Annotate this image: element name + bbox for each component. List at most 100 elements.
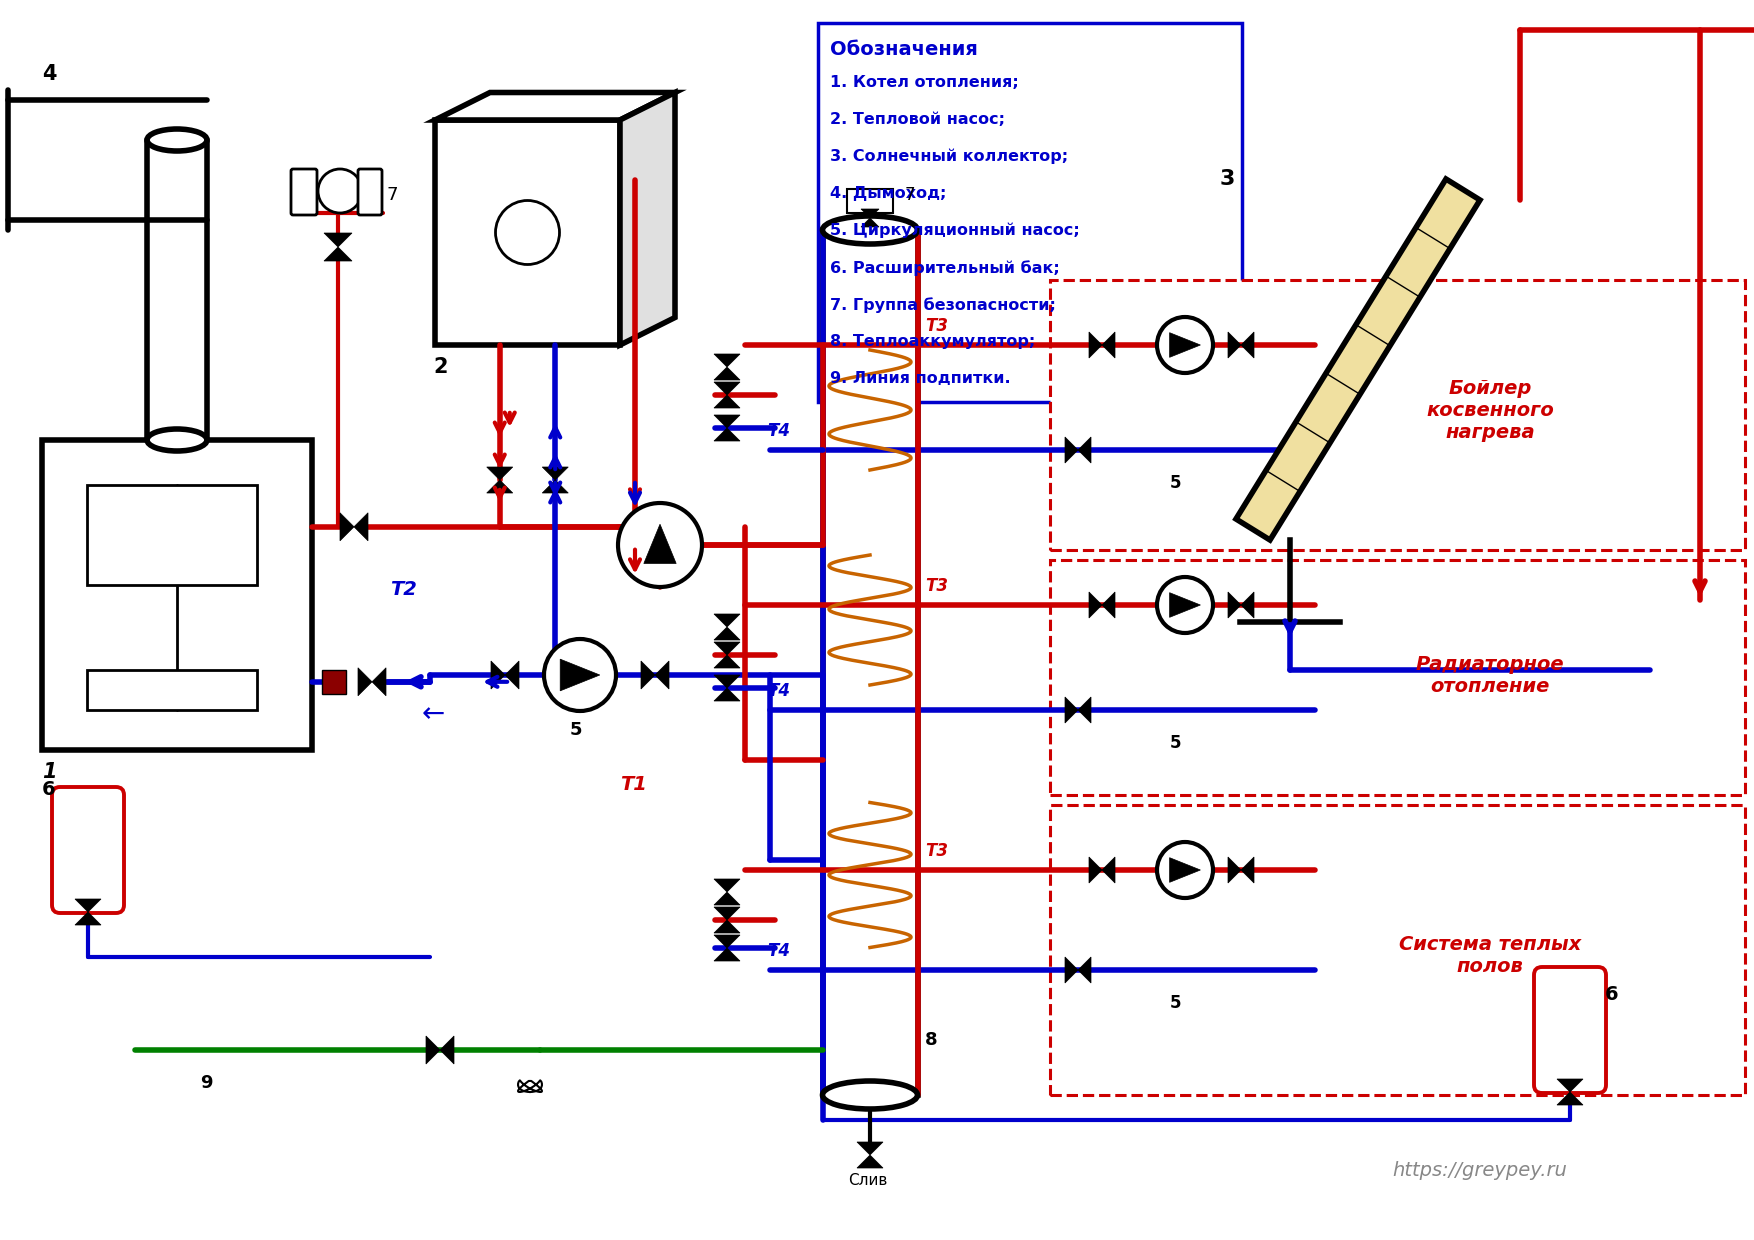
Ellipse shape	[823, 1081, 917, 1109]
Ellipse shape	[823, 216, 917, 244]
Polygon shape	[542, 467, 568, 480]
Text: T1: T1	[619, 775, 647, 794]
Polygon shape	[714, 879, 740, 892]
Text: 5: 5	[1170, 734, 1182, 751]
Text: 5. Циркуляционный насос;: 5. Циркуляционный насос;	[830, 223, 1080, 238]
Text: 5: 5	[1170, 994, 1182, 1012]
Polygon shape	[1089, 857, 1102, 883]
Polygon shape	[1228, 591, 1242, 618]
Polygon shape	[1065, 957, 1079, 983]
Polygon shape	[714, 396, 740, 408]
Polygon shape	[714, 415, 740, 428]
FancyBboxPatch shape	[1051, 805, 1745, 1095]
Polygon shape	[426, 1035, 440, 1064]
Circle shape	[317, 169, 361, 213]
Polygon shape	[858, 1154, 882, 1168]
Polygon shape	[714, 688, 740, 701]
FancyBboxPatch shape	[1535, 967, 1607, 1092]
Text: 1: 1	[42, 763, 56, 782]
Polygon shape	[1228, 332, 1242, 358]
Polygon shape	[560, 660, 600, 691]
Text: Бойлер
косвенного
нагрева: Бойлер косвенного нагрева	[1426, 378, 1554, 441]
Polygon shape	[1242, 857, 1254, 883]
FancyBboxPatch shape	[817, 24, 1242, 402]
Polygon shape	[491, 661, 505, 689]
Polygon shape	[354, 513, 368, 541]
Circle shape	[1158, 317, 1214, 373]
Polygon shape	[1170, 593, 1200, 618]
Polygon shape	[1079, 957, 1091, 983]
Polygon shape	[1102, 591, 1116, 618]
Text: 3: 3	[1221, 169, 1235, 188]
Polygon shape	[1065, 697, 1079, 723]
Polygon shape	[714, 949, 740, 961]
Circle shape	[1158, 842, 1214, 898]
Text: 9: 9	[200, 1074, 212, 1092]
Text: 2: 2	[433, 357, 447, 377]
Circle shape	[1158, 577, 1214, 632]
Polygon shape	[714, 353, 740, 367]
FancyBboxPatch shape	[323, 670, 346, 694]
Polygon shape	[435, 93, 675, 120]
Polygon shape	[714, 614, 740, 627]
Polygon shape	[1558, 1092, 1584, 1105]
Polygon shape	[340, 513, 354, 541]
Circle shape	[495, 201, 560, 264]
Ellipse shape	[147, 129, 207, 151]
FancyBboxPatch shape	[291, 169, 317, 215]
Polygon shape	[714, 906, 740, 920]
Polygon shape	[1242, 591, 1254, 618]
Polygon shape	[714, 920, 740, 932]
FancyBboxPatch shape	[1051, 280, 1745, 551]
FancyBboxPatch shape	[358, 169, 382, 215]
Text: 9. Линия подпитки.: 9. Линия подпитки.	[830, 371, 1010, 386]
Polygon shape	[1102, 857, 1116, 883]
Text: 4. Дымоход;: 4. Дымоход;	[830, 186, 947, 201]
Polygon shape	[358, 668, 372, 696]
Text: 4: 4	[42, 64, 56, 84]
Text: 6. Расширительный бак;: 6. Расширительный бак;	[830, 260, 1059, 275]
Text: T2: T2	[389, 580, 417, 599]
Text: T4: T4	[768, 942, 791, 960]
Polygon shape	[714, 642, 740, 655]
Polygon shape	[1170, 332, 1200, 357]
FancyBboxPatch shape	[42, 440, 312, 750]
FancyBboxPatch shape	[88, 485, 258, 585]
Polygon shape	[1170, 858, 1200, 883]
Text: 6: 6	[42, 780, 56, 799]
Polygon shape	[619, 93, 675, 345]
Polygon shape	[1228, 857, 1242, 883]
Text: 6: 6	[1605, 985, 1619, 1004]
Text: Обозначения: Обозначения	[830, 40, 979, 60]
Polygon shape	[1089, 591, 1102, 618]
Polygon shape	[75, 899, 102, 911]
Polygon shape	[861, 210, 879, 218]
Polygon shape	[488, 467, 512, 480]
Ellipse shape	[147, 429, 207, 451]
Text: Радиаторное
отопление: Радиаторное отопление	[1415, 655, 1565, 696]
Polygon shape	[542, 480, 568, 494]
Text: T4: T4	[768, 682, 791, 701]
FancyBboxPatch shape	[53, 787, 125, 913]
Polygon shape	[1089, 332, 1102, 358]
Text: 3. Солнечный коллектор;: 3. Солнечный коллектор;	[830, 149, 1068, 165]
Text: 5: 5	[1170, 474, 1182, 492]
Text: T3: T3	[926, 317, 949, 335]
Polygon shape	[75, 911, 102, 925]
Polygon shape	[1065, 436, 1079, 463]
Polygon shape	[714, 655, 740, 668]
Polygon shape	[714, 935, 740, 949]
Polygon shape	[372, 668, 386, 696]
Circle shape	[544, 639, 616, 711]
Polygon shape	[714, 428, 740, 441]
Polygon shape	[324, 247, 353, 260]
Polygon shape	[714, 675, 740, 688]
Polygon shape	[640, 661, 654, 689]
Polygon shape	[714, 367, 740, 379]
Polygon shape	[505, 661, 519, 689]
Polygon shape	[644, 525, 677, 563]
Text: 8. Теплоаккумулятор;: 8. Теплоаккумулятор;	[830, 334, 1035, 348]
Polygon shape	[861, 218, 879, 227]
Polygon shape	[1558, 1079, 1584, 1092]
Polygon shape	[1242, 332, 1254, 358]
